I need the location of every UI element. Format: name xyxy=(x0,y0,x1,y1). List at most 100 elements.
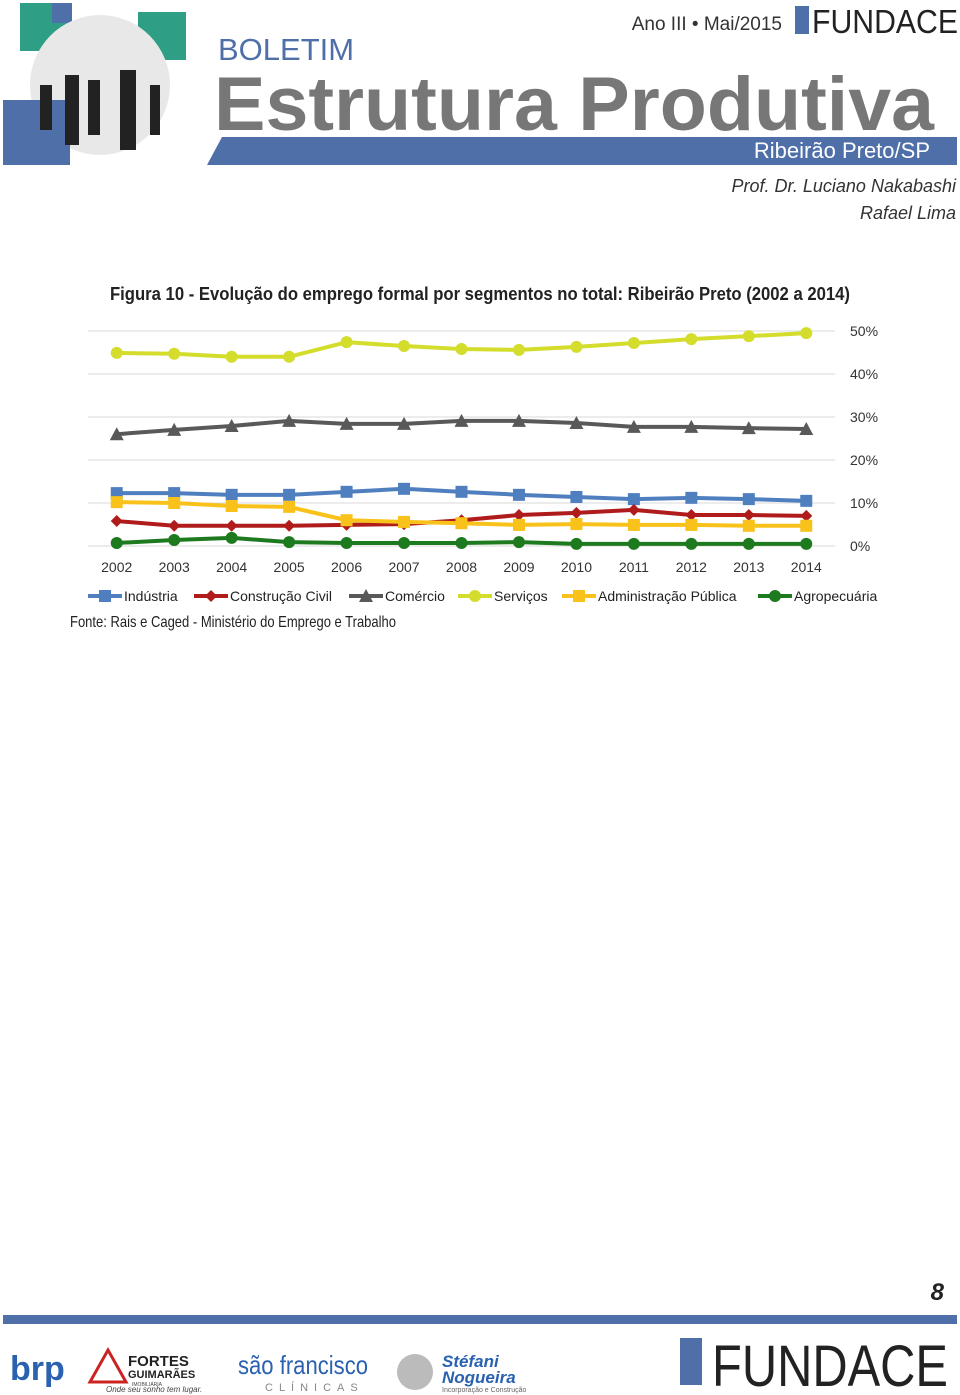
point xyxy=(800,519,813,532)
y-tick-label: 30% xyxy=(850,409,878,425)
deco xyxy=(52,3,72,23)
point xyxy=(225,488,238,501)
point xyxy=(627,493,640,506)
point xyxy=(110,515,123,528)
point xyxy=(570,490,583,503)
point xyxy=(398,515,411,528)
x-tick-label: 2011 xyxy=(619,559,649,575)
x-tick-label: 2009 xyxy=(503,559,534,575)
point xyxy=(340,536,353,549)
legend-label: Comércio xyxy=(385,588,445,604)
point xyxy=(282,413,297,427)
point xyxy=(225,519,238,532)
x-tick-label: 2012 xyxy=(676,559,707,575)
logo: FUNDACE xyxy=(812,3,958,40)
footer-band xyxy=(3,1315,957,1324)
point xyxy=(684,419,699,433)
point xyxy=(398,482,411,495)
logo-shape xyxy=(87,1346,129,1384)
sponsor: Onde seu sonho tem lugar. xyxy=(106,1385,202,1394)
x-tick-label: 2002 xyxy=(101,559,132,575)
legend-label: Indústria xyxy=(124,588,178,604)
point xyxy=(110,536,123,549)
point xyxy=(800,327,813,340)
legend-marker xyxy=(359,589,373,602)
point xyxy=(685,509,698,522)
point xyxy=(225,531,238,544)
author: Prof. Dr. Luciano Nakabashi xyxy=(732,176,957,196)
point xyxy=(627,503,640,516)
point xyxy=(454,413,469,427)
point xyxy=(627,337,640,350)
point xyxy=(168,487,181,500)
point xyxy=(283,519,296,532)
point xyxy=(742,509,755,522)
point xyxy=(110,346,123,359)
x-tick-label: 2013 xyxy=(733,559,764,575)
author: Rafael Lima xyxy=(860,203,956,223)
sponsor: Stéfani xyxy=(442,1352,500,1371)
point xyxy=(685,491,698,504)
point xyxy=(511,413,526,427)
legend-marker xyxy=(769,590,781,602)
point xyxy=(340,514,353,527)
edition: Ano III • Mai/2015 xyxy=(632,14,782,35)
point xyxy=(283,350,296,363)
point xyxy=(741,421,756,435)
sponsor: Nogueira xyxy=(442,1368,516,1387)
y-tick-label: 10% xyxy=(850,495,878,511)
legend-marker xyxy=(573,590,585,602)
point xyxy=(799,422,814,436)
point xyxy=(110,496,123,509)
point xyxy=(570,506,583,519)
sponsor: FORTES xyxy=(128,1353,189,1370)
point xyxy=(398,340,411,353)
point xyxy=(225,500,238,513)
sponsor: GUIMARÃES xyxy=(128,1368,195,1381)
logo-shape xyxy=(397,1354,433,1390)
point xyxy=(455,536,468,549)
point xyxy=(455,485,468,498)
y-tick-label: 0% xyxy=(850,538,870,554)
x-tick-label: 2010 xyxy=(561,559,592,575)
point xyxy=(455,517,468,530)
point xyxy=(685,537,698,550)
place: Ribeirão Preto/SP xyxy=(754,138,930,163)
point xyxy=(283,488,296,501)
point xyxy=(627,537,640,550)
point xyxy=(225,350,238,363)
point xyxy=(800,509,813,522)
legend-marker xyxy=(469,590,481,602)
logo-mark xyxy=(680,1338,702,1385)
x-tick-label: 2006 xyxy=(331,559,362,575)
y-tick-label: 20% xyxy=(850,452,878,468)
point xyxy=(109,427,124,441)
legend-marker xyxy=(99,590,111,602)
point xyxy=(512,343,525,356)
point xyxy=(455,343,468,356)
point xyxy=(800,494,813,507)
point xyxy=(570,518,583,531)
point xyxy=(110,487,123,500)
x-tick-label: 2005 xyxy=(274,559,305,575)
point xyxy=(283,500,296,513)
sponsor: CLÍNICAS xyxy=(265,1381,364,1394)
point xyxy=(742,519,755,532)
y-tick-label: 50% xyxy=(850,323,878,339)
point xyxy=(167,422,182,436)
point xyxy=(512,518,525,531)
x-tick-label: 2014 xyxy=(791,559,822,575)
point xyxy=(512,536,525,549)
logo-mark xyxy=(795,6,809,34)
x-tick-label: 2008 xyxy=(446,559,477,575)
point xyxy=(685,333,698,346)
legend-label: Construção Civil xyxy=(230,588,332,604)
point xyxy=(340,485,353,498)
kicker: BOLETIM xyxy=(218,32,354,67)
sponsor: IMOBILIÁRIA xyxy=(132,1381,163,1388)
point xyxy=(283,536,296,549)
deco xyxy=(3,100,70,165)
point xyxy=(742,537,755,550)
x-tick-label: 2003 xyxy=(159,559,190,575)
